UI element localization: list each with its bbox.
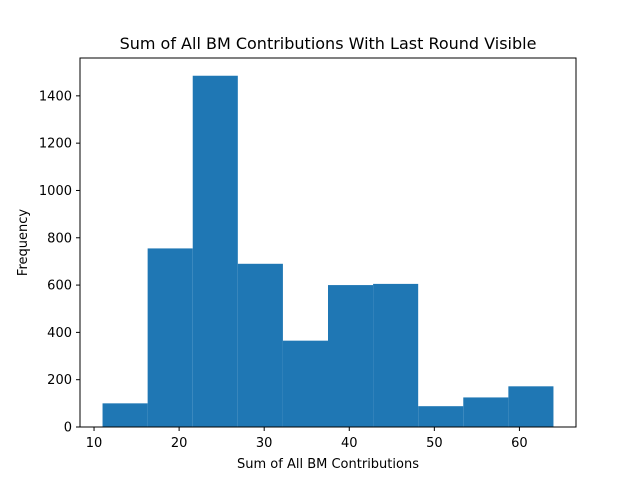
histogram-bar — [418, 406, 464, 427]
y-tick-label: 1000 — [39, 184, 72, 199]
x-tick-label: 30 — [256, 436, 273, 451]
histogram-bar — [147, 248, 193, 427]
x-tick-label: 50 — [426, 436, 443, 451]
y-tick-label: 200 — [47, 373, 72, 388]
y-tick-label: 600 — [47, 279, 72, 294]
histogram-bar — [508, 386, 554, 427]
x-axis-ticks: 10 20 30 40 50 60 — [86, 427, 528, 451]
histogram-bar — [237, 263, 283, 427]
y-tick-label: 0 — [64, 421, 72, 436]
histogram-bar — [102, 403, 148, 427]
y-axis-ticks: 0 200 400 600 800 1000 1200 1400 — [39, 89, 80, 436]
y-tick-label: 400 — [47, 326, 72, 341]
histogram-bar — [328, 285, 374, 427]
y-tick-label: 1200 — [39, 137, 72, 152]
x-tick-label: 40 — [341, 436, 358, 451]
histogram-bar — [463, 397, 509, 427]
chart-title: Sum of All BM Contributions With Last Ro… — [120, 34, 537, 53]
y-tick-label: 800 — [47, 231, 72, 246]
histogram-bar — [282, 340, 328, 427]
x-axis-label: Sum of All BM Contributions — [237, 457, 419, 472]
x-tick-label: 10 — [86, 436, 103, 451]
x-tick-label: 60 — [511, 436, 528, 451]
x-tick-label: 20 — [171, 436, 188, 451]
y-tick-label: 1400 — [39, 89, 72, 104]
bars-group — [102, 75, 554, 427]
y-axis-label: Frequency — [16, 209, 31, 276]
plot-frame — [79, 57, 577, 428]
histogram-bar — [373, 283, 419, 427]
histogram-bar — [192, 75, 238, 427]
